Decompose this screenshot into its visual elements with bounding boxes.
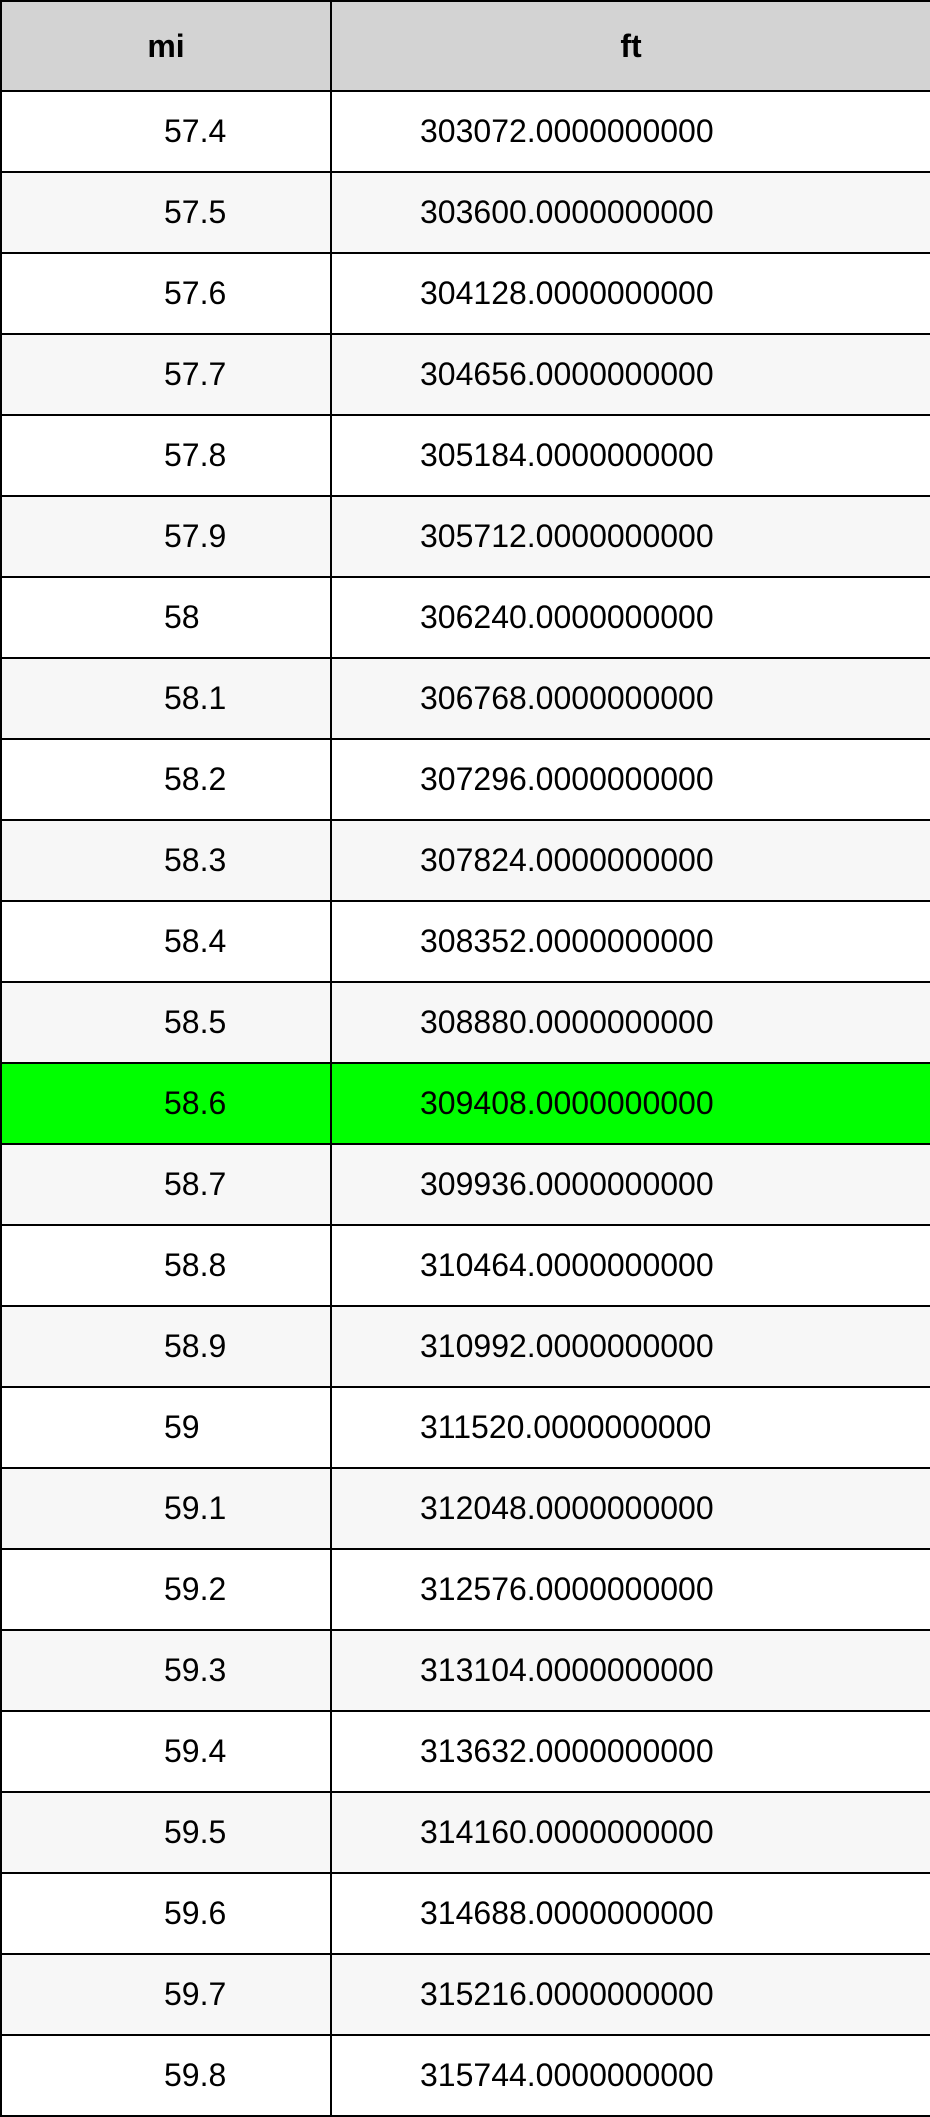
cell-ft: 312048.0000000000 [331, 1468, 930, 1549]
cell-ft: 308880.0000000000 [331, 982, 930, 1063]
cell-mi: 58.4 [1, 901, 331, 982]
cell-mi: 57.4 [1, 91, 331, 172]
cell-ft: 303600.0000000000 [331, 172, 930, 253]
cell-ft: 312576.0000000000 [331, 1549, 930, 1630]
cell-ft: 304128.0000000000 [331, 253, 930, 334]
cell-mi: 58 [1, 577, 331, 658]
table-row: 57.5303600.0000000000 [1, 172, 930, 253]
cell-mi: 59 [1, 1387, 331, 1468]
cell-mi: 58.7 [1, 1144, 331, 1225]
cell-mi: 58.2 [1, 739, 331, 820]
table-row: 58306240.0000000000 [1, 577, 930, 658]
cell-mi: 57.9 [1, 496, 331, 577]
cell-mi: 58.5 [1, 982, 331, 1063]
table-row: 59.7315216.0000000000 [1, 1954, 930, 2035]
table-row: 58.2307296.0000000000 [1, 739, 930, 820]
cell-ft: 310464.0000000000 [331, 1225, 930, 1306]
table-row: 59.5314160.0000000000 [1, 1792, 930, 1873]
cell-ft: 303072.0000000000 [331, 91, 930, 172]
table-row: 57.7304656.0000000000 [1, 334, 930, 415]
cell-mi: 58.8 [1, 1225, 331, 1306]
table-row: 57.9305712.0000000000 [1, 496, 930, 577]
cell-ft: 310992.0000000000 [331, 1306, 930, 1387]
cell-ft: 306768.0000000000 [331, 658, 930, 739]
table-row: 59.1312048.0000000000 [1, 1468, 930, 1549]
table-row: 58.7309936.0000000000 [1, 1144, 930, 1225]
cell-ft: 313104.0000000000 [331, 1630, 930, 1711]
cell-ft: 307824.0000000000 [331, 820, 930, 901]
table-row: 59.6314688.0000000000 [1, 1873, 930, 1954]
cell-mi: 59.3 [1, 1630, 331, 1711]
cell-ft: 306240.0000000000 [331, 577, 930, 658]
table-row: 57.4303072.0000000000 [1, 91, 930, 172]
cell-mi: 57.5 [1, 172, 331, 253]
table-row: 58.4308352.0000000000 [1, 901, 930, 982]
cell-mi: 57.8 [1, 415, 331, 496]
cell-mi: 59.8 [1, 2035, 331, 2116]
cell-mi: 59.4 [1, 1711, 331, 1792]
cell-ft: 311520.0000000000 [331, 1387, 930, 1468]
cell-ft: 307296.0000000000 [331, 739, 930, 820]
cell-mi: 59.5 [1, 1792, 331, 1873]
table-row: 59.8315744.0000000000 [1, 2035, 930, 2116]
cell-mi: 58.9 [1, 1306, 331, 1387]
header-ft: ft [331, 1, 930, 91]
table-row: 59.4313632.0000000000 [1, 1711, 930, 1792]
table-row: 58.6309408.0000000000 [1, 1063, 930, 1144]
cell-ft: 309936.0000000000 [331, 1144, 930, 1225]
cell-ft: 309408.0000000000 [331, 1063, 930, 1144]
cell-ft: 313632.0000000000 [331, 1711, 930, 1792]
cell-mi: 59.6 [1, 1873, 331, 1954]
cell-ft: 315216.0000000000 [331, 1954, 930, 2035]
cell-ft: 304656.0000000000 [331, 334, 930, 415]
table-row: 58.1306768.0000000000 [1, 658, 930, 739]
cell-ft: 314688.0000000000 [331, 1873, 930, 1954]
cell-mi: 58.6 [1, 1063, 331, 1144]
header-mi: mi [1, 1, 331, 91]
table-header-row: mi ft [1, 1, 930, 91]
cell-mi: 58.1 [1, 658, 331, 739]
table-row: 58.5308880.0000000000 [1, 982, 930, 1063]
cell-ft: 305184.0000000000 [331, 415, 930, 496]
cell-ft: 305712.0000000000 [331, 496, 930, 577]
table-row: 58.9310992.0000000000 [1, 1306, 930, 1387]
cell-ft: 315744.0000000000 [331, 2035, 930, 2116]
cell-mi: 57.7 [1, 334, 331, 415]
cell-mi: 57.6 [1, 253, 331, 334]
table-row: 58.8310464.0000000000 [1, 1225, 930, 1306]
table-row: 57.8305184.0000000000 [1, 415, 930, 496]
table-row: 59.3313104.0000000000 [1, 1630, 930, 1711]
conversion-table: mi ft 57.4303072.000000000057.5303600.00… [0, 0, 930, 2117]
table-row: 59.2312576.0000000000 [1, 1549, 930, 1630]
cell-mi: 59.1 [1, 1468, 331, 1549]
cell-ft: 308352.0000000000 [331, 901, 930, 982]
table-row: 58.3307824.0000000000 [1, 820, 930, 901]
cell-mi: 58.3 [1, 820, 331, 901]
cell-mi: 59.2 [1, 1549, 331, 1630]
cell-mi: 59.7 [1, 1954, 331, 2035]
table-row: 59311520.0000000000 [1, 1387, 930, 1468]
table-row: 57.6304128.0000000000 [1, 253, 930, 334]
cell-ft: 314160.0000000000 [331, 1792, 930, 1873]
